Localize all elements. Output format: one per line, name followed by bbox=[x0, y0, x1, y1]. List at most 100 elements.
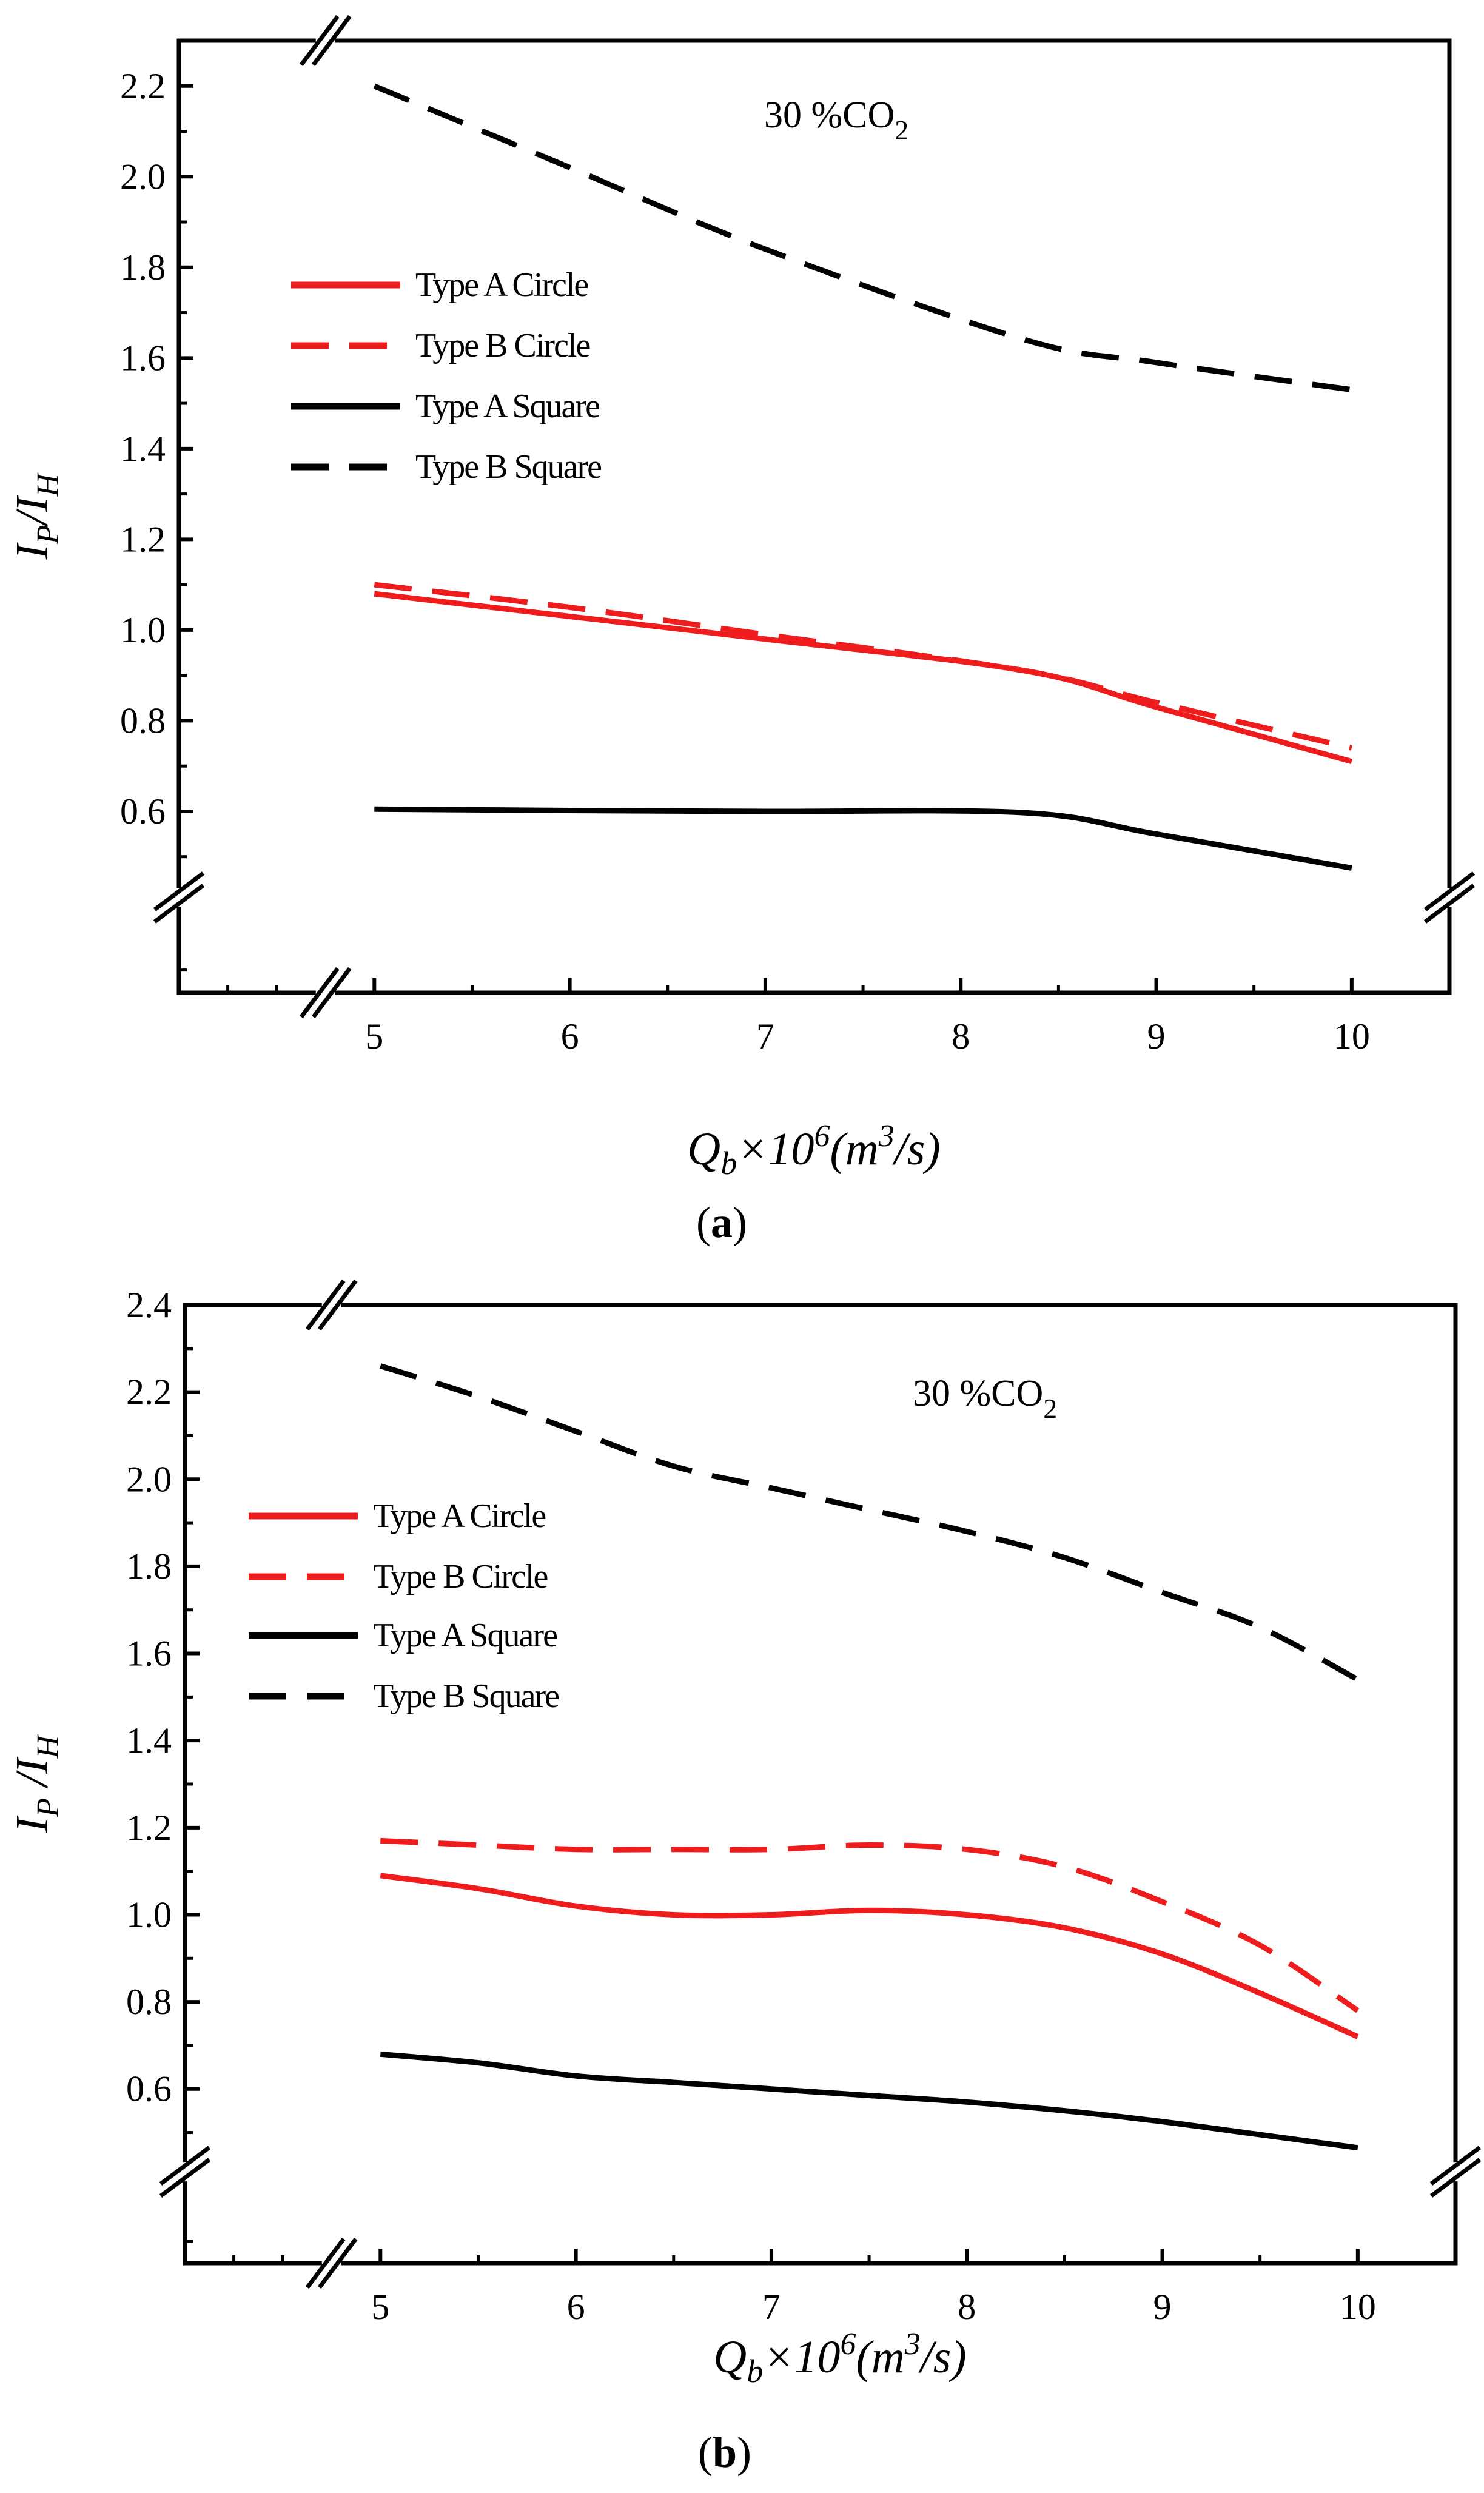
x-title-tail: /s) bbox=[918, 2332, 967, 2383]
left-axis-break bbox=[159, 2146, 211, 2198]
legend-label-type-b-circle: Type B Circle bbox=[373, 1558, 547, 1595]
y-axis-title: IP/IH bbox=[7, 472, 65, 560]
x-tick-label: 9 bbox=[1153, 2287, 1172, 2327]
y-tick-label: 1.4 bbox=[126, 1720, 172, 1760]
x-title-tail: /s) bbox=[892, 1124, 941, 1175]
x-title-exp: 6 bbox=[814, 1119, 830, 1153]
x-title-open: ( bbox=[830, 1124, 848, 1175]
y-tick-label: 1.8 bbox=[120, 247, 166, 287]
x-title-m: m bbox=[845, 1124, 879, 1175]
axis-breaks bbox=[153, 15, 1476, 1019]
caption-open: ( bbox=[696, 1198, 711, 1247]
y-tick-label: 1.2 bbox=[126, 1808, 172, 1848]
plot-frame bbox=[176, 38, 1452, 995]
y-title-sub-2: H bbox=[31, 1734, 65, 1759]
y-tick-label: 2.0 bbox=[126, 1459, 172, 1499]
y-tick-label: 0.8 bbox=[126, 1982, 172, 2022]
axis-break-stroke bbox=[1429, 2158, 1482, 2198]
y-tick-label: 1.6 bbox=[120, 338, 166, 378]
y-title-sep: / bbox=[7, 1770, 58, 1798]
x-tick-label: 10 bbox=[1340, 2287, 1376, 2327]
x-tick-label: 8 bbox=[958, 2287, 976, 2327]
top-axis-break bbox=[305, 1279, 358, 1331]
right-axis-break bbox=[1429, 2146, 1482, 2198]
y-tick-label: 2.0 bbox=[120, 156, 166, 196]
legend-label-type-a-circle: Type A Circle bbox=[415, 266, 588, 304]
axis-breaks bbox=[159, 1279, 1482, 2289]
series-line-type-a-circle bbox=[374, 591, 1353, 765]
panel-caption-a: (a) bbox=[696, 1198, 747, 1247]
x-title-m: m bbox=[871, 2332, 905, 2383]
caption-close: ) bbox=[737, 2428, 751, 2477]
annotation-subscript: 2 bbox=[1043, 1393, 1057, 1424]
chart-panel-a: 0.6 0.8 1.0 1.2 1.4 1.6 1.8 2.0 2.2 5 6 7 8 9 10 30 %… bbox=[7, 15, 1476, 1247]
y-tick-label: 0.6 bbox=[120, 791, 166, 831]
x-tick-label: 6 bbox=[561, 1016, 579, 1056]
series-lines bbox=[379, 1363, 1360, 2151]
x-tick-label: 7 bbox=[756, 1016, 774, 1056]
y-title-main-2: I bbox=[7, 494, 58, 512]
x-title-m-exp: 3 bbox=[878, 1119, 895, 1153]
legend-label-type-b-circle: Type B Circle bbox=[415, 327, 589, 364]
legend-label-type-a-square: Type A Square bbox=[415, 388, 599, 425]
gas-annotation: 30 %CO2 bbox=[913, 1373, 1057, 1424]
x-tick-label: 10 bbox=[1334, 1016, 1370, 1056]
legend-label-type-b-square: Type B Square bbox=[373, 1677, 559, 1715]
x-axis-ticks: 5 6 7 8 9 10 bbox=[232, 2249, 1376, 2327]
series-line-type-b-circle bbox=[380, 1837, 1360, 2013]
x-tick-label: 5 bbox=[365, 1016, 383, 1056]
axis-break-stroke bbox=[1423, 871, 1476, 911]
series-lines bbox=[373, 83, 1353, 871]
y-axis-ticks: 0.6 0.8 1.0 1.2 1.4 1.6 1.8 2.0 2.2 2.4 bbox=[126, 1285, 200, 2243]
axis-break-stroke bbox=[1423, 884, 1476, 924]
series-line-type-b-square bbox=[373, 83, 1352, 393]
y-tick-label: 1.8 bbox=[126, 1546, 172, 1586]
axis-break-stroke bbox=[317, 2237, 358, 2289]
x-tick-label: 9 bbox=[1147, 1016, 1166, 1056]
series-line-type-a-circle bbox=[380, 1873, 1359, 2039]
caption-close: ) bbox=[733, 1198, 747, 1247]
y-axis-title: IP /IH bbox=[7, 1734, 65, 1834]
right-axis-break bbox=[1423, 871, 1476, 924]
x-title-times: ×10 bbox=[763, 2332, 840, 2383]
series-line-type-a-square bbox=[374, 806, 1352, 871]
bottom-axis-break bbox=[299, 967, 352, 1019]
plot-frame bbox=[183, 1303, 1458, 2266]
axis-break-stroke bbox=[153, 871, 205, 911]
annotation-text: 30 %CO bbox=[913, 1373, 1043, 1414]
axis-break-stroke bbox=[1429, 2146, 1482, 2186]
legend-label-type-b-square: Type B Square bbox=[415, 448, 601, 486]
x-axis-title: Qb×106(m3/s) bbox=[687, 1119, 940, 1181]
caption-letter: b bbox=[713, 2428, 737, 2477]
axis-break-stroke bbox=[311, 967, 352, 1019]
caption-open: ( bbox=[698, 2428, 713, 2477]
x-axis-title: Qb×106(m3/s) bbox=[713, 2327, 966, 2389]
y-title-main-1: I bbox=[7, 542, 58, 560]
axis-break-stroke bbox=[317, 1279, 358, 1331]
axis-break-stroke bbox=[159, 2158, 211, 2198]
panel-caption-b: (b) bbox=[698, 2428, 751, 2477]
axis-break-stroke bbox=[299, 967, 340, 1019]
y-tick-label: 2.2 bbox=[120, 66, 166, 106]
x-title-q-sub: b bbox=[720, 1145, 737, 1181]
chart-panel-b: 0.6 0.8 1.0 1.2 1.4 1.6 1.8 2.0 2.2 2.4 5 6 7 8 9 10 3… bbox=[7, 1279, 1482, 2477]
x-title-exp: 6 bbox=[840, 2327, 856, 2361]
x-title-q-sub: b bbox=[747, 2353, 763, 2389]
series-line-type-b-circle bbox=[374, 582, 1352, 751]
y-tick-label: 1.2 bbox=[120, 519, 166, 559]
annotation-subscript: 2 bbox=[895, 115, 908, 146]
y-tick-label: 0.6 bbox=[126, 2069, 172, 2109]
y-title-sub-1: P bbox=[31, 1798, 65, 1818]
y-tick-label: 2.4 bbox=[126, 1285, 172, 1325]
x-title-open: ( bbox=[856, 2332, 874, 2383]
x-title-times: ×10 bbox=[737, 1124, 814, 1175]
axis-break-stroke bbox=[311, 15, 352, 67]
y-tick-label: 0.8 bbox=[120, 700, 166, 740]
y-title-main-1: I bbox=[7, 1815, 58, 1833]
x-title-q: Q bbox=[687, 1124, 720, 1175]
series-line-type-a-square bbox=[380, 2051, 1358, 2151]
y-tick-label: 1.0 bbox=[120, 610, 166, 650]
legend: Type A Circle Type B Circle Type A Squar… bbox=[291, 266, 602, 486]
x-tick-label: 6 bbox=[567, 2287, 585, 2327]
